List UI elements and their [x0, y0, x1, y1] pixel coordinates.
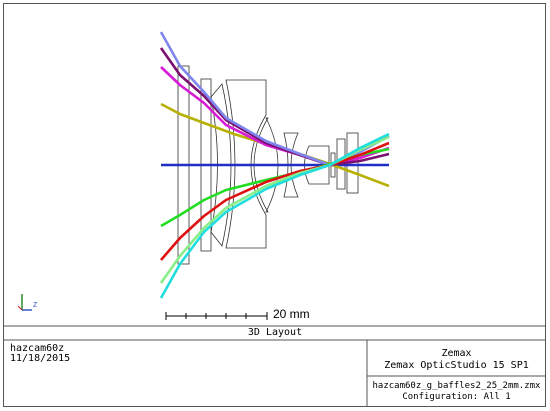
plot-title: 3D Layout [247, 327, 303, 338]
axis-triad [17, 294, 32, 311]
lens-element-6 [283, 132, 299, 198]
product: Zemax OpticStudio 15 SP1 [384, 360, 529, 371]
date: 11/18/2015 [10, 353, 71, 364]
lens-name: hazcam60z [10, 343, 65, 354]
ray-fan-field-5 [159, 31, 390, 167]
footer-grid [3, 325, 546, 407]
lens-element-3 [210, 83, 232, 247]
axis-z-label: Z [33, 302, 38, 309]
file-name: hazcam60z_g_baffles2_25_2mm.zmx [372, 381, 541, 391]
ray-fans [159, 31, 390, 299]
vendor: Zemax [441, 348, 472, 359]
ray-fan-field-3 [160, 66, 390, 167]
ray-fan-field-4 [159, 47, 390, 167]
ray-fan-field-9 [159, 132, 390, 299]
ray-fan-field-7 [160, 141, 390, 261]
scale-bar [165, 312, 268, 320]
axis-x [17, 305, 23, 311]
scale-bar-label: 20 mm [273, 307, 310, 321]
configuration: Configuration: All 1 [402, 392, 511, 402]
